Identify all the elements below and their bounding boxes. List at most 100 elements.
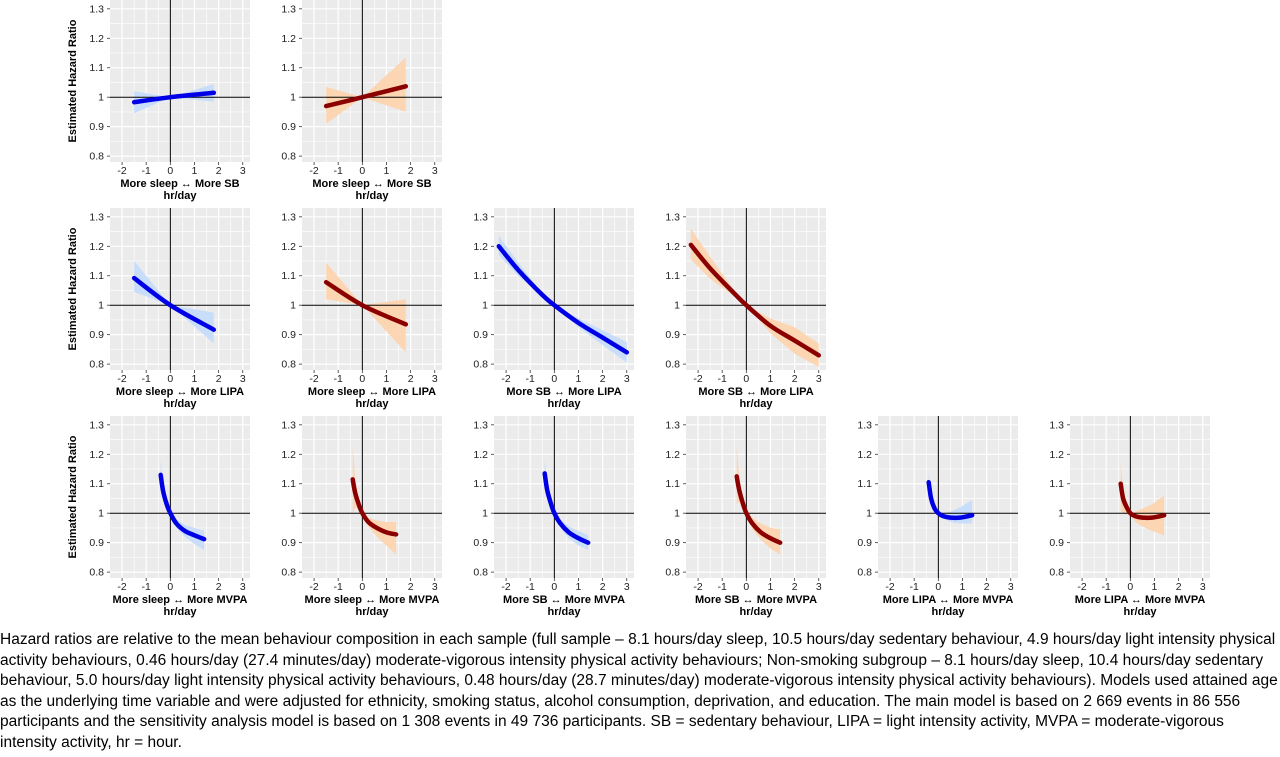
x-axis-label: More sleep ↔ More LIPA — [116, 386, 244, 398]
x-axis-unit: hr/day — [547, 606, 581, 618]
x-tick-label: 1 — [192, 373, 198, 385]
x-tick-label: 3 — [1008, 581, 1014, 593]
y-tick-label: 1.1 — [89, 478, 104, 490]
y-tick-label: 0.9 — [89, 329, 104, 341]
y-tick-label: 1 — [290, 300, 296, 312]
x-tick-label: 1 — [384, 373, 390, 385]
x-axis-label: More SB ↔ More MVPA — [695, 594, 817, 606]
x-tick-label: 3 — [240, 373, 246, 385]
x-tick-label: 3 — [240, 165, 246, 177]
x-axis-label: More SB ↔ More LIPA — [506, 386, 621, 398]
x-tick-label: 3 — [816, 373, 822, 385]
y-tick-label: 1.1 — [665, 270, 680, 282]
hazard-ratio-line — [323, 279, 409, 327]
x-tick-label: -2 — [309, 165, 318, 177]
hazard-ratio-line — [131, 90, 217, 105]
hazard-ratio-line — [131, 275, 217, 332]
x-tick-label: -1 — [334, 165, 343, 177]
y-tick-label: 0.9 — [89, 537, 104, 549]
y-tick-label: 1.3 — [89, 3, 104, 15]
y-tick-label: 1 — [290, 92, 296, 104]
x-tick-label: 3 — [432, 165, 438, 177]
y-tick-label: 0.8 — [281, 567, 296, 579]
x-tick-label: 0 — [167, 165, 173, 177]
x-tick-label: 0 — [359, 165, 365, 177]
panel-2-3: -2 -1 0 1 2 3 0.8 0.9 1 1.1 1.2 1.3 More SB ↔ More M… — [665, 416, 826, 618]
panel-2-2: -2 -1 0 1 2 3 0.8 0.9 1 1.1 1.2 1.3 More SB ↔ More M… — [473, 416, 634, 618]
confidence-band — [690, 228, 819, 368]
x-tick-label: 1 — [768, 581, 774, 593]
x-tick-label: 2 — [216, 581, 222, 593]
hazard-ratio-line — [496, 244, 630, 355]
y-tick-label: 0.8 — [89, 567, 104, 579]
y-tick-label: 1.1 — [281, 270, 296, 282]
panel-background — [110, 208, 250, 370]
hazard-ratio-line — [323, 84, 409, 109]
y-tick-label: 1 — [482, 508, 488, 520]
panel-background — [110, 416, 250, 578]
y-tick-label: 0.9 — [665, 329, 680, 341]
x-axis-label: More sleep ↔ More SB — [120, 178, 239, 190]
x-axis-label: More sleep ↔ More MVPA — [113, 594, 248, 606]
x-tick-label: -2 — [117, 373, 126, 385]
y-axis-label: Estimated Hazard Ratio — [67, 227, 79, 350]
x-axis-label: More SB ↔ More LIPA — [698, 386, 813, 398]
x-axis-unit: hr/day — [163, 606, 197, 618]
panel-2-1: -2 -1 0 1 2 3 0.8 0.9 1 1.1 1.2 1.3 More sleep ↔ Mor… — [281, 416, 442, 618]
x-tick-label: -1 — [334, 581, 343, 593]
y-tick-label: 1.3 — [665, 211, 680, 223]
x-tick-label: -1 — [142, 581, 151, 593]
x-tick-label: -1 — [718, 373, 727, 385]
y-tick-label: 1 — [1058, 508, 1064, 520]
y-tick-label: 1.3 — [281, 419, 296, 431]
y-tick-label: 0.8 — [89, 359, 104, 371]
y-tick-label: 1 — [98, 92, 104, 104]
y-tick-label: 0.8 — [665, 359, 680, 371]
y-tick-label: 1.2 — [281, 33, 296, 45]
x-axis-label: More LIPA ↔ More MVPA — [883, 594, 1014, 606]
x-axis-unit: hr/day — [355, 606, 389, 618]
x-tick-label: 2 — [408, 581, 414, 593]
y-tick-label: 1 — [674, 300, 680, 312]
y-tick-label: 0.9 — [89, 121, 104, 133]
y-tick-label: 0.8 — [857, 567, 872, 579]
panel-1-2: -2 -1 0 1 2 3 0.8 0.9 1 1.1 1.2 1.3 More SB ↔ More L… — [473, 208, 634, 410]
y-tick-label: 1.3 — [89, 419, 104, 431]
confidence-band — [352, 445, 397, 555]
y-tick-label: 1.1 — [857, 478, 872, 490]
x-tick-label: 2 — [600, 373, 606, 385]
x-tick-label: 1 — [192, 165, 198, 177]
x-tick-label: -1 — [334, 373, 343, 385]
hazard-ratio-line — [158, 472, 207, 542]
y-tick-label: 1 — [866, 508, 872, 520]
x-axis-label: More sleep ↔ More LIPA — [308, 386, 436, 398]
x-tick-label: 3 — [1200, 581, 1206, 593]
y-tick-label: 1.3 — [89, 211, 104, 223]
x-tick-label: -2 — [693, 373, 702, 385]
hazard-ratio-line — [734, 474, 783, 545]
y-tick-label: 0.9 — [281, 537, 296, 549]
panel-background — [302, 416, 442, 578]
y-tick-label: 1.1 — [1049, 478, 1064, 490]
panel-background — [1070, 416, 1210, 578]
x-tick-label: -1 — [910, 581, 919, 593]
x-tick-label: -2 — [117, 165, 126, 177]
y-tick-label: 0.8 — [473, 359, 488, 371]
y-tick-label: 1.2 — [665, 241, 680, 253]
figure-caption: Hazard ratios are relative to the mean b… — [0, 631, 1278, 751]
x-axis-label: More sleep ↔ More MVPA — [305, 594, 440, 606]
panel-background — [302, 208, 442, 370]
x-tick-label: 0 — [551, 373, 557, 385]
y-tick-label: 0.8 — [665, 567, 680, 579]
y-tick-label: 1.2 — [857, 449, 872, 461]
y-tick-label: 1.2 — [1049, 449, 1064, 461]
x-tick-label: 0 — [551, 581, 557, 593]
x-tick-label: 3 — [432, 373, 438, 385]
x-tick-label: 2 — [792, 373, 798, 385]
x-axis-label: More SB ↔ More MVPA — [503, 594, 625, 606]
x-axis-unit: hr/day — [739, 606, 773, 618]
x-tick-label: -2 — [309, 581, 318, 593]
x-tick-label: 1 — [384, 165, 390, 177]
y-tick-label: 1.1 — [281, 478, 296, 490]
x-axis-unit: hr/day — [931, 606, 965, 618]
